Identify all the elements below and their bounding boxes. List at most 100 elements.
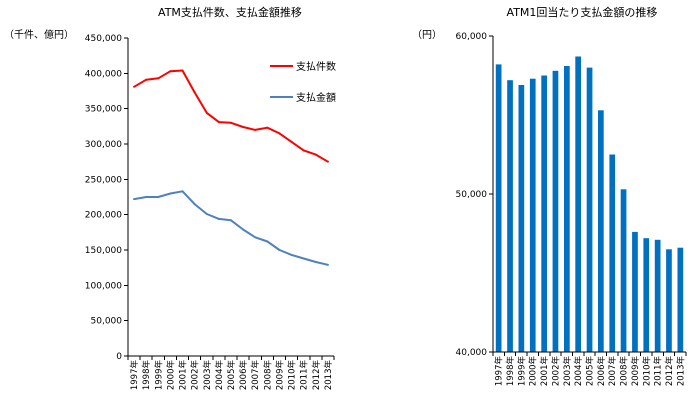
- line-point-amount: [290, 253, 293, 256]
- line-point-count: [133, 85, 136, 88]
- line-point-amount: [157, 196, 160, 198]
- line-point-count: [181, 69, 184, 72]
- bar-chart-x-tick-label: 2006年: [596, 356, 607, 387]
- line-series-count: [133, 69, 329, 163]
- bar-chart-x-tick-label: 2011年: [653, 356, 664, 387]
- line-chart-x-tick-label: 2006年: [238, 360, 249, 391]
- line-chart-x-tick-label: 1997年: [129, 360, 140, 391]
- line-point-count: [254, 128, 257, 131]
- line-point-count: [278, 132, 281, 135]
- bar-2011年: [654, 239, 661, 352]
- line-chart-x-tick-label: 2009年: [274, 360, 285, 391]
- line-chart-x-tick-label: 2011年: [299, 360, 310, 391]
- bar-2013年: [677, 247, 684, 352]
- bar-1998年: [507, 80, 513, 352]
- line-chart-x-tick-label: 2012年: [311, 360, 322, 391]
- line-chart-x-tick-label: 1998年: [141, 360, 152, 391]
- line-chart-x-tick-label: 2002年: [190, 360, 201, 391]
- line-chart-x-tick-label: 2001年: [178, 360, 189, 391]
- line-chart-y-tick-label: 250,000: [85, 175, 122, 185]
- line-point-amount: [181, 190, 184, 193]
- line-point-amount: [266, 240, 269, 243]
- line-point-count: [193, 91, 196, 94]
- bar-1999年: [518, 85, 525, 352]
- line-chart: 0 50,000 100,000 150,000 200,000 250,000 300,0…: [85, 34, 336, 390]
- bar-2003年: [564, 66, 570, 352]
- line-point-amount: [193, 203, 196, 206]
- line-point-amount: [254, 236, 257, 239]
- line-chart-x-tick-label: 1999年: [153, 360, 164, 391]
- line-point-amount: [230, 219, 232, 222]
- bar-2012年: [666, 249, 672, 352]
- bar-1997年: [495, 64, 502, 353]
- bar-chart-y-tick-label: 50,000: [456, 190, 488, 200]
- bar-chart-y-tick-label: 40,000: [456, 348, 488, 358]
- bar-chart-y-tick-label: 60,000: [456, 32, 488, 42]
- line-point-amount: [326, 263, 329, 266]
- bar-chart-x-tick-label: 2000年: [528, 356, 539, 387]
- line-point-amount: [278, 249, 281, 251]
- line-chart-y-tick-label: 350,000: [85, 105, 122, 115]
- bar-2010年: [643, 238, 650, 352]
- bar-chart-x-tick-label: 2007年: [607, 356, 618, 387]
- line-point-count: [314, 153, 317, 156]
- legend-label-count: 支払件数: [296, 60, 336, 73]
- bar-chart-x-tick-label: 2009年: [630, 356, 641, 387]
- line-point-count: [326, 160, 329, 163]
- bar-chart-x-tick-label: 2004年: [573, 356, 584, 387]
- line-point-count: [242, 126, 245, 129]
- line-chart-x-tick-label: 2003年: [202, 360, 213, 391]
- line-point-amount: [205, 212, 208, 215]
- bar-chart-x-tick-label: 1999年: [516, 356, 527, 387]
- bar-2002年: [552, 70, 559, 353]
- bar-2008年: [620, 189, 627, 352]
- bar-chart-x-tick-label: 1997年: [494, 356, 505, 387]
- line-chart-y-tick-label: 300,000: [85, 140, 122, 150]
- bar-chart-x-tick-label: 2002年: [550, 356, 561, 387]
- line-point-amount: [133, 198, 136, 201]
- line-chart-x-tick-label: 2010年: [287, 360, 298, 391]
- line-point-amount: [314, 261, 317, 264]
- line-chart-y-tick-label: 450,000: [85, 34, 122, 44]
- line-point-amount: [242, 228, 245, 231]
- line-chart-y-tick-label: 400,000: [85, 69, 122, 79]
- line-chart-x-tick-label: 2008年: [262, 360, 273, 391]
- line-point-count: [230, 121, 232, 124]
- line-chart-x-tick-label: 2000年: [165, 360, 176, 391]
- bar-chart-unit-label: （円）: [412, 29, 442, 41]
- line-chart-y-tick-label: 150,000: [85, 246, 122, 256]
- line-point-amount: [145, 196, 148, 198]
- bar-chart-x-tick-label: 2003年: [562, 356, 573, 387]
- line-chart-x-tick-label: 2007年: [250, 360, 261, 391]
- bar-chart-x-tick-label: 2005年: [585, 356, 596, 387]
- bar-chart-x-tick-label: 2010年: [641, 356, 652, 387]
- line-chart-x-tick-label: 2004年: [214, 360, 225, 391]
- bar-2005年: [586, 67, 593, 352]
- line-point-count: [290, 140, 293, 143]
- line-point-amount: [217, 217, 220, 220]
- bar-chart-x-tick-label: 2013年: [675, 356, 686, 387]
- line-chart-x-tick-label: 2013年: [323, 360, 334, 391]
- line-point-count: [145, 78, 148, 81]
- line-point-count: [169, 70, 172, 73]
- line-chart-y-tick-label: 200,000: [85, 211, 122, 221]
- line-chart-y-tick-label: 100,000: [85, 281, 122, 291]
- line-point-count: [157, 77, 160, 80]
- line-point-count: [205, 111, 208, 114]
- bar-chart-x-tick-label: 2001年: [539, 356, 550, 387]
- bar-2007年: [609, 154, 616, 352]
- line-point-amount: [169, 192, 172, 195]
- legend-label-amount: 支払金額: [296, 91, 336, 104]
- bar-chart-x-tick-label: 2012年: [664, 356, 675, 387]
- bar-2004年: [575, 56, 581, 352]
- bar-2000年: [529, 78, 536, 352]
- line-point-count: [217, 121, 220, 124]
- bar-chart-title: ATM1回当たり支払金額の推移: [507, 5, 658, 19]
- line-chart-title: ATM支払件数、支払金額推移: [158, 5, 302, 19]
- line-chart-y-tick-label: 0: [116, 352, 122, 362]
- line-chart-unit-label: （千件、億円）: [4, 28, 74, 41]
- line-chart-y-tick-label: 50,000: [91, 317, 123, 327]
- bar-2009年: [632, 231, 638, 352]
